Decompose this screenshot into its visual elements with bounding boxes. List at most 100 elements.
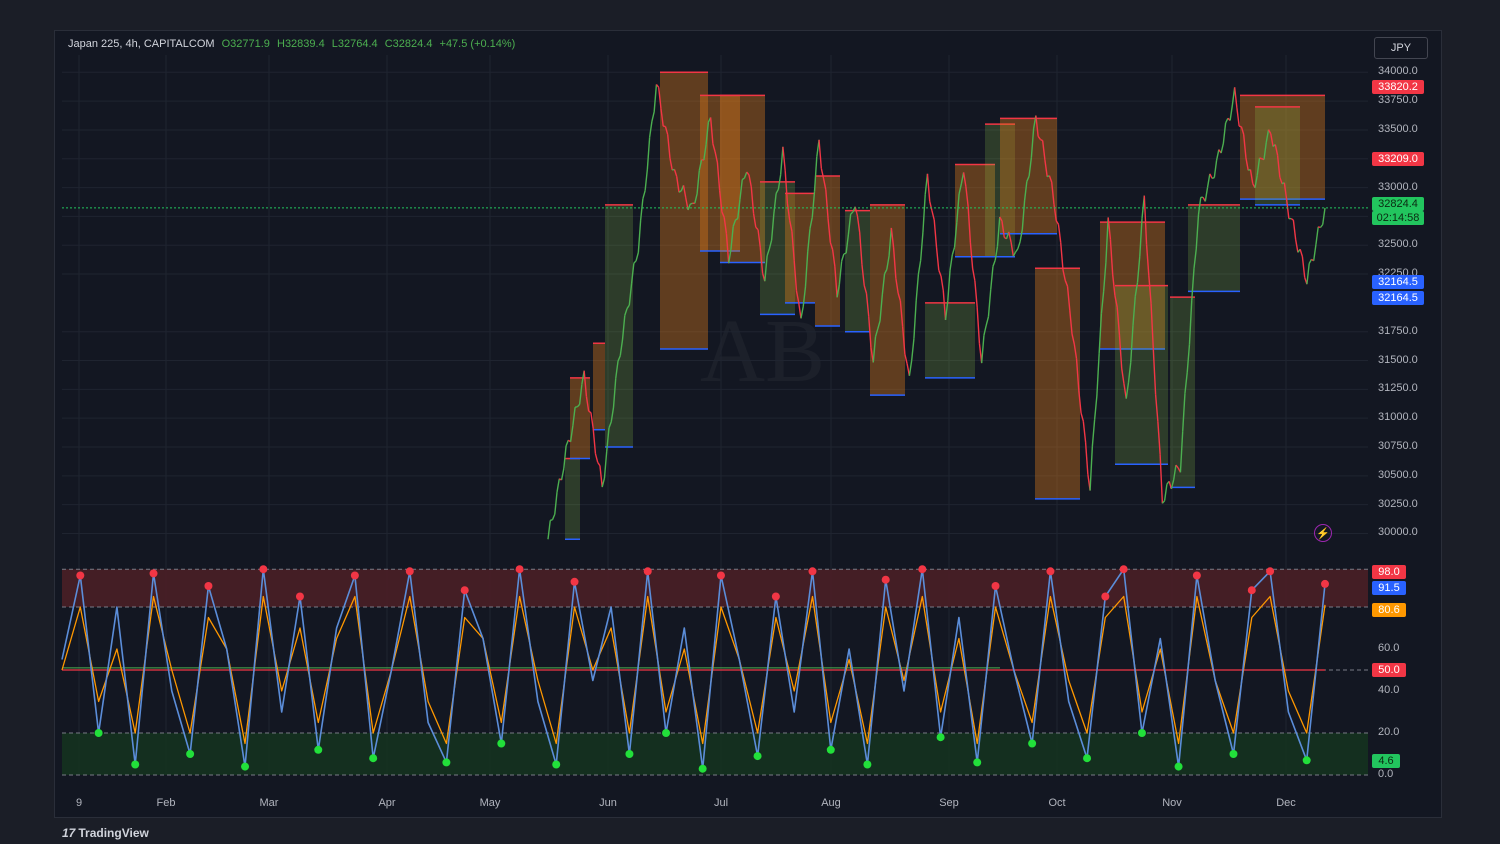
price-candle-segment [1222,122,1227,144]
time-tick-label: 9 [75,797,83,809]
price-candle-segment [1069,310,1073,335]
time-tick-label: Jun [599,797,617,809]
price-candle-segment [953,222,958,248]
price-candle-segment [971,268,976,282]
price-candle-segment [829,242,834,250]
osc-oversold-dot [1137,729,1146,737]
price-candle-segment [712,143,716,153]
price-candle-segment [1238,125,1242,128]
price-candle-segment [1233,87,1238,109]
price-candle-segment [630,263,635,284]
zone-box [815,176,840,326]
price-candle-segment [1308,259,1313,264]
price-candle-segment [1150,303,1155,350]
price-candle-segment [807,228,811,252]
price-candle-segment [994,246,999,261]
price-candle-segment [1215,149,1220,161]
price-candle-segment [809,217,813,229]
price-candle-segment [813,156,818,192]
currency-button[interactable]: JPY [1374,37,1428,59]
price-candle-segment [779,146,784,175]
price-candle-segment [732,219,737,227]
low-price-badge-1: 32164.5 [1372,275,1424,289]
price-candle-segment [678,190,682,193]
price-tick-label: 31500.0 [1378,353,1418,366]
price-candle-segment [1159,454,1164,504]
price-candle-segment [1220,143,1225,154]
osc-bottom-badge: 4.6 [1372,754,1400,768]
price-candle-segment [931,210,935,221]
alert-icon[interactable]: ⚡ [1314,524,1332,542]
osc-oversold-dot [753,752,762,761]
price-candle-segment [915,273,920,302]
price-candle-segment [999,216,1003,222]
price-candle-segment [1179,431,1184,473]
osc-overbought-dot [1247,586,1256,595]
osc-oversold-dot [131,760,140,769]
osc-overbought-dot [460,586,469,595]
price-tick-label: 33000.0 [1378,180,1418,193]
price-candle-segment [1279,176,1283,184]
osc-oversold-dot [662,729,671,737]
price-candle-segment [635,252,640,261]
price-candle-segment [967,206,972,243]
price-candle-segment [606,427,610,452]
osc-overbought-dot [295,592,304,601]
price-tick-label: 30250.0 [1378,497,1418,510]
price-candle-segment [750,186,755,214]
price-candle-segment [897,292,902,302]
osc-oversold-dot [698,764,707,773]
osc-top-badge: 98.0 [1372,565,1406,579]
price-candle-segment [861,264,865,286]
price-candle-segment [764,255,768,282]
price-candle-segment [1204,187,1209,202]
price-candle-segment [672,168,675,171]
price-candle-segment [865,293,870,317]
price-candle-segment [752,213,757,228]
price-candle-segment [1107,217,1112,240]
price-candle-segment [1026,175,1030,182]
price-candle-segment [694,193,698,204]
price-candle-segment [800,306,804,319]
osc-overbought-dot [1119,565,1128,574]
tradingview-logo[interactable]: 17 TradingView [62,826,149,840]
price-candle-segment [737,199,741,219]
price-candle-segment [1163,484,1168,501]
price-candle-segment [1136,256,1141,283]
price-candle-segment [1010,241,1014,257]
price-candle-segment [633,260,637,264]
osc-overbought-dot [1192,571,1201,580]
osc-oversold-dot [1028,739,1037,748]
price-candle-segment [1134,282,1139,297]
price-candle-segment [714,151,719,163]
osc-oversold-dot [241,762,250,771]
zone-box [785,193,815,303]
osc-oversold-dot [94,729,103,737]
price-candle-segment [793,260,798,291]
symbol-title[interactable]: Japan 225, 4h, CAPITALCOM [68,38,215,50]
price-candle-segment [1186,344,1191,373]
price-candle-segment [588,410,592,414]
price-candle-segment [743,171,748,179]
zone-box [605,204,633,447]
price-candle-segment [1154,394,1159,422]
price-candle-segment [1082,421,1087,443]
price-candle-segment [1048,175,1053,183]
price-candle-segment [1313,244,1317,261]
price-candle-segment [836,284,841,298]
osc-tick-label: 60.0 [1378,642,1400,654]
price-candle-segment [890,227,895,248]
osc-overbought-dot [204,582,213,590]
price-candle-segment [1055,220,1060,225]
price-candle-segment [1306,263,1310,285]
oversold-zone [62,733,1368,775]
osc-overbought-dot [643,567,652,576]
price-candle-segment [651,111,655,122]
price-candle-segment [929,201,933,212]
price-candle-segment [709,117,714,144]
osc-overbought-dot [918,565,927,574]
price-candle-segment [1193,248,1197,269]
price-candle-segment [1242,134,1247,158]
price-candle-segment [648,121,653,138]
